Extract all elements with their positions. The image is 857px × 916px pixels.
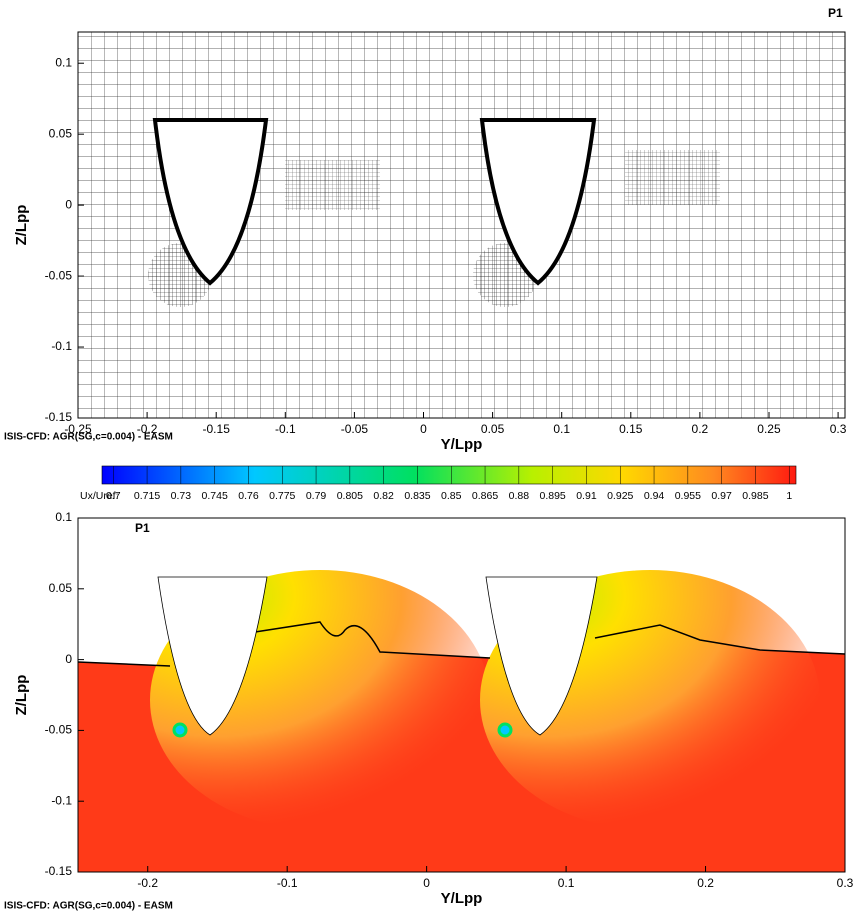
colorbar-tick-label: 0.73: [171, 490, 192, 502]
contour-plot: -0.2 -0.1 0 0.1 0.2 0.3 -0.15 -0.1 -0.05 0 0.05 0.1…: [4, 510, 854, 911]
x-tick-label: -0.2: [137, 876, 158, 890]
x-axis-label: Y/Lpp: [441, 436, 483, 453]
hull: [479, 118, 597, 286]
colorbar-tick-label: 0.865: [472, 490, 498, 502]
y-tick-label: 0: [65, 652, 72, 666]
mesh-plot: -0.25 -0.2 -0.15 -0.1 -0.05 0 0.05 0.1 0.15 0.2 0.…: [4, 6, 847, 453]
y-tick-label: -0.1: [51, 793, 72, 807]
caption: ISIS-CFD: AGR(SG,c=0.004) - EASM: [4, 901, 173, 912]
plot-tag: P1: [828, 6, 843, 20]
mesh-refinement: [625, 150, 720, 205]
x-tick-label: -0.15: [203, 422, 231, 436]
plot-tag: P1: [135, 521, 150, 535]
colorbar-tick-label: 0.85: [441, 490, 462, 502]
free-surface: [77, 621, 846, 667]
x-tick-label: 0.1: [553, 422, 570, 436]
colorbar-tick-label: 1: [786, 490, 792, 502]
x-tick-label: 0: [423, 876, 430, 890]
colorbar-tick-label: 0.7: [106, 490, 121, 502]
y-tick-label: -0.15: [45, 864, 73, 878]
plot-frame: [77, 517, 846, 873]
y-axis-label: Z/Lpp: [13, 675, 30, 716]
x-tick-label: 0.2: [697, 876, 714, 890]
plot-frame: [77, 31, 846, 419]
y-tick-label: 0.05: [49, 581, 73, 595]
colorbar-tick-label: 0.79: [306, 490, 327, 502]
x-tick-label: -0.1: [275, 422, 296, 436]
mesh-refinement: [285, 160, 380, 210]
y-tick-label: 0: [65, 197, 72, 211]
x-tick-label: -0.25: [64, 422, 92, 436]
colorbar-tick-label: 0.775: [269, 490, 295, 502]
y-tick-label: -0.05: [45, 268, 73, 282]
colorbar-tick-label: 0.715: [134, 490, 160, 502]
colorbar: [101, 465, 797, 485]
x-tick-label: 0.1: [558, 876, 575, 890]
y-tick-label: -0.1: [51, 339, 72, 353]
y-tick-label: 0.1: [55, 510, 72, 524]
colorbar-tick-label: 0.955: [675, 490, 701, 502]
colorbar-tick-label: 0.97: [711, 490, 732, 502]
caption: ISIS-CFD: AGR(SG,c=0.004) - EASM: [4, 432, 173, 443]
x-axis-label: Y/Lpp: [441, 890, 483, 907]
hull: [485, 576, 598, 736]
x-tick-label: -0.2: [137, 422, 158, 436]
colorbar-tick-label: 0.745: [202, 490, 228, 502]
y-tick-label: 0.05: [49, 126, 73, 140]
colorbar-tick-label: 0.91: [576, 490, 597, 502]
hull: [152, 118, 269, 286]
x-tick-label: -0.1: [277, 876, 298, 890]
colorbar-tick-label: 0.94: [644, 490, 665, 502]
x-tick-label: -0.05: [341, 422, 369, 436]
y-tick-label: -0.05: [45, 723, 73, 737]
x-tick-label: 0.2: [692, 422, 709, 436]
y-tick-label: 0.1: [55, 55, 72, 69]
hull: [157, 576, 268, 736]
colorbar-tick-label: 0.835: [404, 490, 430, 502]
colorbar-tick-label: 0.805: [337, 490, 363, 502]
colorbar-tick-label: 0.985: [742, 490, 768, 502]
colorbar-label: Ux/Uref:: [80, 490, 119, 502]
vortex: [172, 722, 188, 738]
vortex: [497, 722, 513, 738]
x-tick-label: 0.05: [481, 422, 505, 436]
x-tick-label: 0.25: [757, 422, 781, 436]
x-tick-label: 0.3: [830, 422, 847, 436]
x-tick-label: 0.15: [619, 422, 643, 436]
y-tick-label: -0.15: [45, 410, 73, 424]
colorbar-tick-label: 0.88: [509, 490, 530, 502]
x-tick-label: 0: [420, 422, 427, 436]
colorbar-tick-label: 0.895: [540, 490, 566, 502]
colorbar-tick-label: 0.76: [238, 490, 259, 502]
y-axis-label: Z/Lpp: [13, 205, 30, 246]
colorbar-tick-label: 0.82: [373, 490, 394, 502]
x-tick-label: 0.3: [837, 876, 854, 890]
colorbar-tick-label: 0.925: [607, 490, 633, 502]
